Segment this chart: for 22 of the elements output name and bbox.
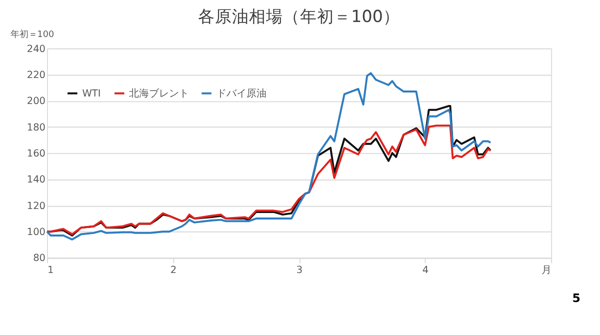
legend-label: WTI bbox=[82, 88, 101, 100]
chart-title: 各原油相場（年初＝100） bbox=[198, 6, 400, 26]
y-tick-label: 140 bbox=[26, 174, 46, 186]
y-tick-label: 180 bbox=[26, 122, 46, 134]
legend-label: ドバイ原油 bbox=[216, 87, 266, 100]
line-series bbox=[46, 72, 492, 240]
y-tick-label: 100 bbox=[26, 227, 46, 238]
x-tick-label: 4 bbox=[422, 264, 429, 276]
x-tick-label: 1 bbox=[47, 264, 54, 276]
y-tick-label: 220 bbox=[26, 70, 46, 81]
legend-label: 北海ブレント bbox=[129, 87, 190, 100]
y-tick-label: 200 bbox=[26, 96, 46, 108]
y-tick-label: 80 bbox=[33, 253, 46, 264]
y-axis-title: 年初＝100 bbox=[10, 29, 54, 40]
x-tick-label: 3 bbox=[296, 264, 303, 276]
text: 5 bbox=[572, 290, 580, 305]
line-series bbox=[46, 124, 492, 236]
x-tick-label: 2 bbox=[170, 264, 177, 276]
y-tick-label: 120 bbox=[26, 200, 46, 212]
y-tick-label: 240 bbox=[26, 44, 46, 55]
x-tick-label: 月 bbox=[542, 264, 552, 276]
y-tick-label: 160 bbox=[26, 148, 46, 160]
